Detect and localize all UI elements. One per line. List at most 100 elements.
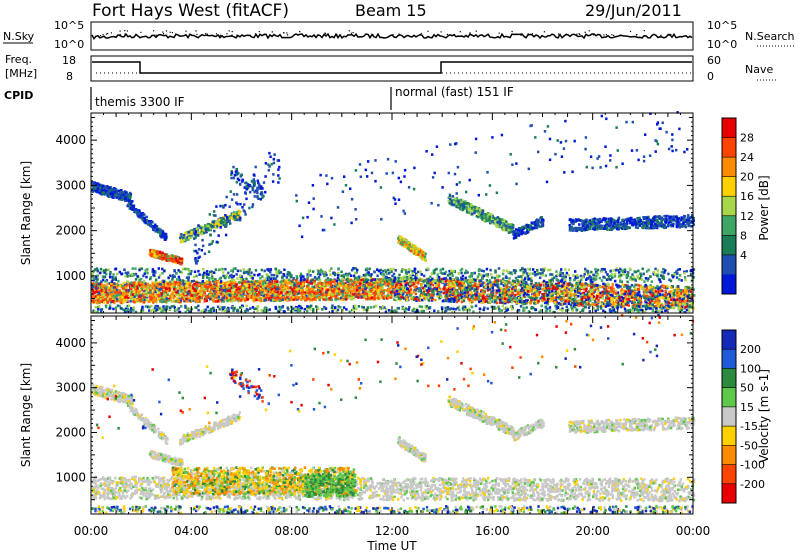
- range-cell: [311, 287, 314, 291]
- range-cell: [184, 287, 187, 291]
- range-cell: [601, 296, 604, 300]
- range-cell: [238, 287, 241, 291]
- range-cell: [622, 296, 625, 300]
- noise-dot: [511, 30, 513, 33]
- range-cell: [231, 296, 234, 299]
- range-cell: [302, 283, 305, 286]
- range-cell: [610, 297, 613, 301]
- nsky-tick-high: 10^5: [54, 19, 84, 32]
- range-cell: [289, 286, 292, 289]
- range-cell: [373, 297, 376, 301]
- range-cell: [618, 296, 621, 299]
- range-cell: [131, 293, 135, 296]
- range-cell: [306, 279, 309, 282]
- nsearch-tick-high: 10^5: [707, 19, 737, 32]
- range-cell: [561, 292, 564, 296]
- range-cell: [588, 293, 591, 296]
- range-cell: [253, 285, 256, 289]
- range-cell: [686, 302, 689, 306]
- range-cell: [482, 299, 485, 303]
- range-cell: [471, 300, 474, 303]
- range-cell: [170, 300, 173, 303]
- range-cell: [329, 282, 332, 286]
- cpid-strip: CPID themis 3300 IF normal (fast) 151 IF: [4, 85, 514, 110]
- range-cell: [167, 284, 170, 288]
- range-cell: [452, 297, 455, 301]
- range-cell: [264, 287, 268, 290]
- range-cell: [177, 299, 180, 302]
- noise-dot: [171, 32, 173, 34]
- range-cell: [615, 297, 618, 300]
- freq-tick-low: 8: [66, 70, 73, 83]
- range-cell: [471, 297, 475, 300]
- noise-dot: [162, 31, 164, 33]
- range-cell: [627, 289, 631, 293]
- range-cell: [394, 293, 397, 296]
- range-cell: [641, 287, 644, 291]
- range-cell: [638, 297, 642, 300]
- range-cell: [295, 296, 299, 299]
- range-cell: [448, 290, 452, 293]
- range-cell: [156, 289, 159, 293]
- range-cell: [496, 284, 499, 288]
- range-cell: [171, 292, 174, 295]
- range-cell: [224, 286, 227, 290]
- range-cell: [328, 297, 331, 300]
- range-cell: [384, 283, 387, 286]
- range-cell: [381, 296, 385, 299]
- range-cell: [418, 278, 422, 282]
- range-cell: [581, 293, 584, 297]
- range-cell: [225, 296, 228, 300]
- range-cell: [325, 291, 328, 294]
- range-cell: [583, 285, 586, 289]
- range-cell: [310, 290, 313, 294]
- range-cell: [585, 293, 589, 296]
- range-cell: [546, 301, 549, 304]
- range-cell: [341, 290, 344, 293]
- range-cell: [144, 282, 147, 285]
- range-cell: [231, 299, 234, 302]
- range-cell: [168, 296, 172, 300]
- range-cell: [602, 282, 605, 286]
- range-cell: [585, 302, 588, 306]
- range-cell: [265, 289, 268, 293]
- range-cell: [644, 283, 647, 287]
- range-cell: [374, 282, 378, 285]
- range-cell: [503, 300, 507, 303]
- range-cell: [541, 288, 544, 291]
- range-cell: [456, 290, 459, 294]
- range-cell: [267, 293, 270, 297]
- range-cell: [190, 294, 194, 297]
- range-cell: [373, 295, 376, 299]
- range-cell: [465, 294, 469, 297]
- range-cell: [458, 296, 462, 299]
- range-cell: [528, 300, 531, 304]
- range-cell: [660, 289, 663, 293]
- range-cell: [275, 280, 279, 284]
- range-cell: [105, 286, 108, 289]
- range-cell: [686, 295, 689, 298]
- range-cell: [658, 302, 661, 306]
- range-cell: [617, 284, 620, 288]
- noise-dot: [531, 33, 533, 35]
- noise-dot: [446, 33, 448, 35]
- range-cell: [591, 298, 594, 301]
- range-cell: [636, 288, 640, 291]
- range-cell: [434, 298, 437, 302]
- range-cell: [209, 293, 212, 297]
- range-cell: [113, 289, 116, 292]
- noise-dot: [459, 31, 461, 33]
- noise-dot: [392, 34, 394, 36]
- range-cell: [577, 294, 580, 298]
- noise-dot: [475, 30, 477, 32]
- range-cell: [617, 303, 620, 306]
- range-cell: [637, 293, 640, 297]
- noise-dot: [162, 33, 165, 35]
- range-cell: [494, 294, 497, 298]
- range-cell: [214, 290, 218, 294]
- range-cell: [205, 287, 208, 290]
- range-cell: [630, 284, 634, 287]
- range-cell: [597, 289, 600, 292]
- range-cell: [212, 299, 215, 302]
- range-cell: [574, 292, 577, 296]
